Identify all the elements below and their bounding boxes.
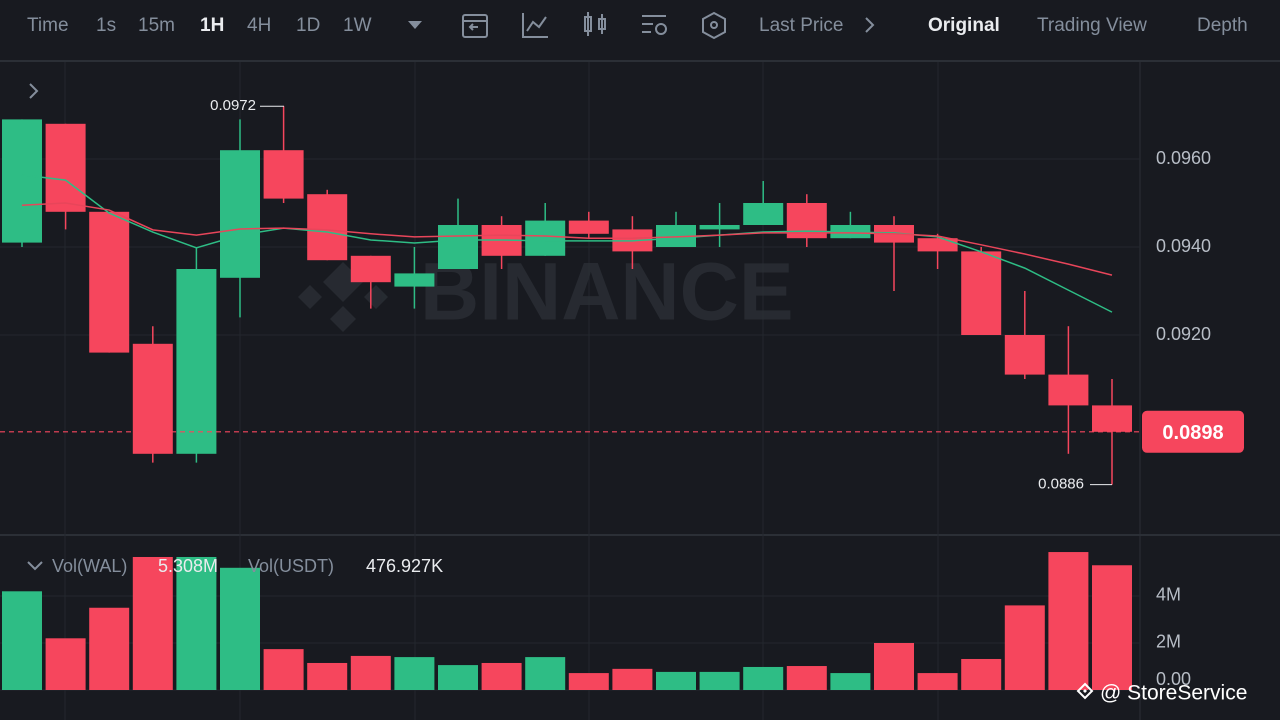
volume-bar [220, 567, 260, 690]
y-tick-label: 0.00 [1156, 669, 1191, 689]
watermark: BINANCE [420, 247, 794, 338]
low-label: 0.0886 [1038, 476, 1084, 493]
hexagon-icon[interactable] [702, 11, 726, 40]
interval-tab[interactable]: 15m [138, 15, 175, 36]
moving-average-line [21, 202, 1113, 276]
candle-body [568, 220, 609, 234]
candle-body [525, 220, 566, 256]
price-type[interactable]: Last Price [759, 15, 843, 36]
indicator-icon[interactable] [522, 13, 548, 38]
volume-bar [45, 638, 86, 690]
interval-tab[interactable]: 1W [343, 15, 372, 36]
y-tick-label: 2M [1156, 632, 1181, 652]
volume-bar [656, 671, 696, 690]
volume-bar [699, 671, 740, 690]
volume-bar [568, 673, 609, 690]
y-tick-label: 0.0920 [1156, 324, 1211, 344]
volume-bar [1048, 552, 1089, 690]
dropdown-icon[interactable] [408, 21, 422, 29]
last-price-label: 0.0898 [1162, 422, 1223, 444]
volume-bar [176, 556, 217, 690]
volume-bar [786, 666, 827, 690]
candle-body [1092, 405, 1132, 432]
interval-tab[interactable]: 1s [96, 15, 116, 36]
candle-body [656, 225, 696, 247]
view-tab[interactable]: Original [928, 15, 1000, 36]
view-tab[interactable]: Depth [1197, 15, 1248, 36]
volume-bar [743, 666, 784, 690]
volume-bar [350, 655, 391, 690]
volume-bar [874, 642, 914, 690]
volume-current: 5.308M [158, 556, 218, 576]
interval-tab[interactable]: Time [27, 15, 69, 36]
chevron-icon[interactable] [865, 17, 875, 33]
calendar-icon[interactable] [462, 14, 488, 38]
candle-body [917, 238, 958, 252]
candle-body [45, 123, 86, 212]
candle-body [2, 119, 42, 243]
chart-layer: Time 1s 15m 1H 4H 1D 1W Last Price Original Tradi… [0, 15, 1248, 691]
interval-tab[interactable]: 1H [200, 15, 224, 36]
y-tick-label: 0.0960 [1156, 148, 1211, 168]
candle-body [961, 251, 1002, 335]
volume-bar [263, 649, 304, 690]
view-tab[interactable]: Trading View [1037, 15, 1147, 36]
candle-body [350, 255, 391, 283]
candle-body [263, 150, 304, 199]
interval-tab[interactable]: 4H [247, 15, 271, 36]
candle-type-icon[interactable] [584, 12, 606, 36]
high-label: 0.0972 [210, 97, 256, 114]
y-tick-label: 0.0940 [1156, 236, 1211, 256]
y-tick-label: 4M [1156, 585, 1181, 605]
volume-bar [830, 673, 871, 690]
quote-volume-name: Vol(USDT) [248, 556, 334, 576]
interval-tab[interactable]: 1D [296, 15, 320, 36]
candle-body [394, 273, 435, 287]
candle-body [132, 343, 173, 454]
credit-logo [1076, 682, 1094, 700]
volume-bar [612, 668, 653, 690]
volume-name: Vol(WAL) [52, 556, 127, 576]
candle-body [176, 269, 217, 454]
candle-body [1048, 374, 1089, 406]
last-price-tag [1142, 410, 1244, 453]
collapse-icon[interactable] [27, 561, 43, 571]
volume-bar [1092, 565, 1132, 690]
volume-bar [438, 665, 478, 690]
volume-bar [394, 657, 435, 690]
volume-bar [307, 662, 348, 690]
volume-bar [525, 657, 566, 690]
candle-body [438, 225, 478, 269]
volume-bar [917, 673, 958, 690]
volume-bar [481, 662, 522, 690]
volume-bar [2, 591, 42, 690]
candle-body [1004, 335, 1045, 375]
volume-bar [961, 658, 1002, 690]
volume-bar [89, 607, 130, 690]
candle-body [89, 211, 130, 353]
credit: @ StoreService [1100, 682, 1247, 705]
candle-body [307, 194, 348, 261]
quote-volume-current: 476.927K [366, 556, 443, 576]
candle-body [743, 203, 784, 225]
candle-body [699, 225, 740, 230]
volume-bar [132, 556, 173, 690]
expand-icon[interactable] [29, 83, 39, 99]
volume-bar [1004, 605, 1045, 690]
candle-body [220, 150, 260, 278]
settings-list-icon[interactable] [642, 15, 667, 35]
